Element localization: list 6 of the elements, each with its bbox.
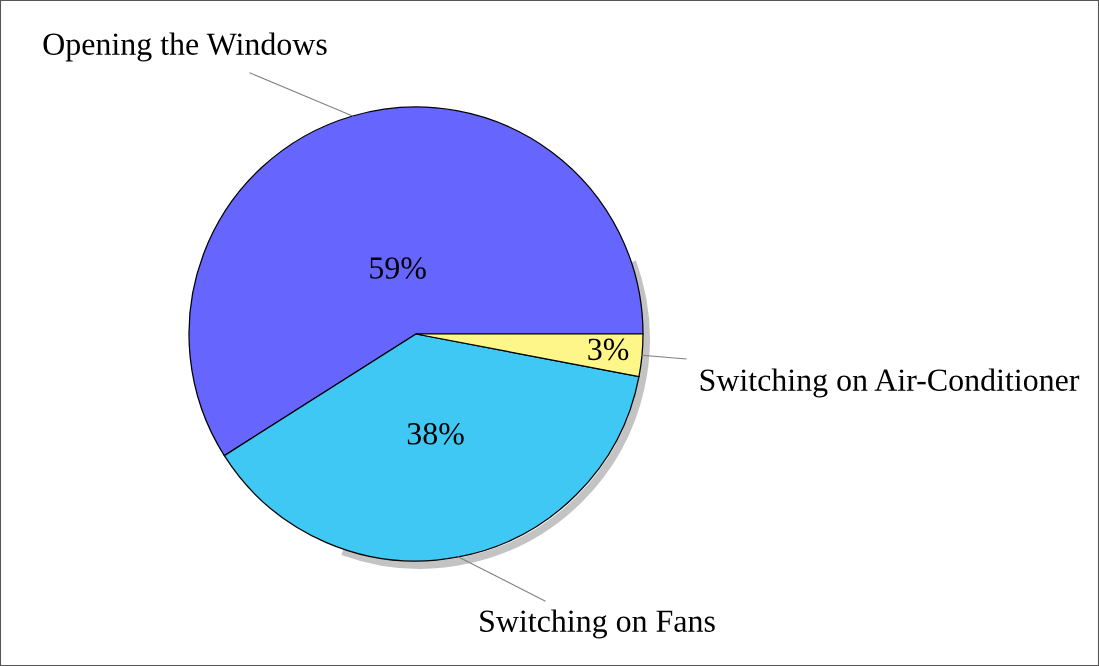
data-label: 38% — [407, 423, 464, 445]
slice-label: Switching on Fans — [480, 609, 715, 639]
slice-label: Opening the Windows — [43, 32, 327, 62]
data-label: 3% — [588, 338, 629, 361]
data-label: 59% — [370, 257, 426, 279]
slice-label: Switching on Air-Conditioner — [700, 368, 1080, 398]
